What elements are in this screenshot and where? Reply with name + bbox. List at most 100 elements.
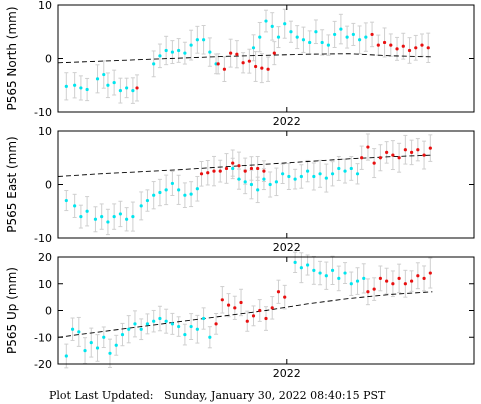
- red-data-point: [407, 48, 412, 53]
- red-data-point: [206, 171, 210, 175]
- cyan-data-point: [114, 343, 118, 347]
- red-data-point: [233, 306, 237, 310]
- red-data-point: [403, 282, 407, 286]
- red-data-point: [243, 169, 247, 173]
- cyan-data-point: [112, 80, 116, 85]
- red-data-point: [360, 156, 364, 160]
- cyan-data-point: [349, 282, 353, 286]
- model-line: [57, 154, 433, 177]
- x-tick-label: 2022: [273, 367, 301, 380]
- cyan-data-point: [312, 268, 316, 272]
- red-data-point: [403, 148, 407, 152]
- red-data-point: [366, 145, 370, 149]
- cyan-data-point: [320, 40, 324, 45]
- red-data-point: [420, 43, 424, 47]
- cyan-data-point: [164, 188, 168, 192]
- cyan-data-point: [249, 182, 254, 187]
- cyan-data-point: [202, 316, 206, 321]
- cyan-data-point: [189, 43, 193, 47]
- cyan-data-point: [106, 83, 110, 87]
- cyan-data-point: [170, 50, 174, 54]
- cyan-data-point: [100, 215, 104, 219]
- cyan-data-point: [170, 322, 174, 326]
- cyan-data-point: [281, 172, 285, 176]
- cyan-data-point: [299, 174, 303, 179]
- cyan-data-point: [243, 180, 247, 184]
- cyan-data-point: [83, 349, 87, 353]
- cyan-data-point: [339, 27, 343, 31]
- cyan-data-point: [73, 83, 77, 87]
- cyan-data-point: [293, 260, 297, 264]
- cyan-data-point: [93, 217, 98, 221]
- plot-updated-footer: Plot Last Updated: Sunday, January 30, 2…: [49, 389, 385, 402]
- red-data-point: [378, 156, 382, 160]
- cyan-data-point: [324, 176, 328, 180]
- y-tick-label: 0: [45, 305, 52, 318]
- cyan-data-point: [64, 84, 68, 88]
- red-data-point: [212, 169, 216, 173]
- red-data-point: [276, 290, 281, 294]
- cyan-data-point: [177, 188, 181, 192]
- cyan-data-point: [139, 204, 143, 208]
- y-tick-label: 10: [38, 125, 52, 138]
- red-data-point: [385, 279, 389, 283]
- red-data-point: [422, 276, 426, 280]
- cyan-data-point: [355, 172, 360, 176]
- y-tick-label: 10: [38, 0, 52, 12]
- panel-2: -10 0 10 2022 P565 East (mm): [5, 125, 475, 254]
- cyan-data-point: [355, 279, 360, 283]
- red-data-point: [254, 64, 258, 69]
- y-axis-label: P565 Up (mm): [5, 267, 19, 354]
- cyan-data-point: [95, 346, 100, 350]
- cyan-data-point: [158, 190, 162, 195]
- panel-1: -10 0 10 2022 P565 North (mm): [5, 0, 475, 128]
- cyan-data-point: [127, 327, 131, 331]
- red-data-point: [241, 61, 245, 65]
- cyan-data-point: [152, 62, 156, 66]
- cyan-data-point: [364, 35, 368, 39]
- cyan-data-point: [318, 271, 322, 275]
- red-data-point: [376, 43, 380, 47]
- cyan-data-point: [170, 181, 174, 186]
- footer-label: Plot Last Updated:: [49, 389, 154, 402]
- cyan-data-point: [337, 166, 341, 171]
- cyan-data-point: [337, 276, 341, 280]
- cyan-data-point: [183, 332, 187, 337]
- cyan-data-point: [164, 319, 168, 323]
- red-data-point: [410, 150, 414, 154]
- cyan-data-point: [158, 316, 162, 321]
- red-data-point: [247, 59, 251, 63]
- cyan-data-point: [177, 48, 181, 53]
- red-data-point: [366, 290, 370, 294]
- cyan-data-point: [102, 72, 106, 77]
- cyan-data-point: [283, 22, 287, 26]
- cyan-data-point: [289, 30, 293, 34]
- cyan-data-point: [251, 46, 256, 50]
- red-data-point: [382, 40, 387, 45]
- cyan-data-point: [306, 263, 310, 267]
- red-data-point: [226, 303, 231, 307]
- cyan-data-point: [202, 38, 206, 42]
- model-line: [57, 53, 433, 64]
- red-data-point: [224, 166, 229, 171]
- cyan-data-point: [152, 319, 156, 323]
- red-data-point: [260, 66, 264, 70]
- cyan-data-point: [262, 177, 266, 181]
- cyan-data-point: [133, 322, 137, 326]
- cyan-data-point: [85, 87, 89, 92]
- cyan-data-point: [351, 32, 355, 37]
- cyan-data-point: [264, 19, 268, 23]
- cyan-data-point: [195, 38, 199, 42]
- cyan-data-point: [131, 89, 135, 93]
- cyan-data-point: [345, 35, 349, 39]
- red-data-point: [391, 153, 395, 157]
- red-data-point: [199, 172, 204, 176]
- cyan-data-point: [112, 215, 116, 219]
- red-data-point: [370, 32, 374, 37]
- y-tick-label: -10: [34, 331, 52, 344]
- cyan-data-point: [183, 193, 187, 197]
- red-data-point: [218, 169, 222, 173]
- red-data-point: [414, 46, 418, 50]
- y-tick-label: -10: [34, 232, 52, 245]
